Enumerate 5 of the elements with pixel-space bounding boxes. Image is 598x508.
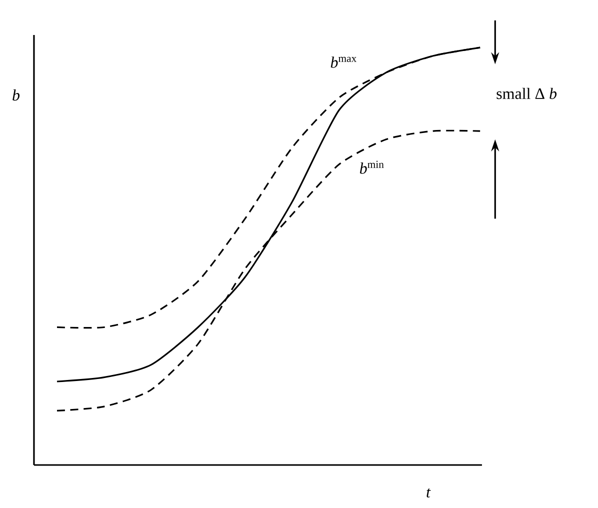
text: small Δ b — [496, 88, 557, 100]
series-label: b$^{max}$ — [330, 56, 356, 68]
x-axis-title: t — [426, 488, 431, 498]
series-label: b$^{min}$ — [360, 160, 384, 174]
y-axis-title: b — [12, 89, 20, 101]
